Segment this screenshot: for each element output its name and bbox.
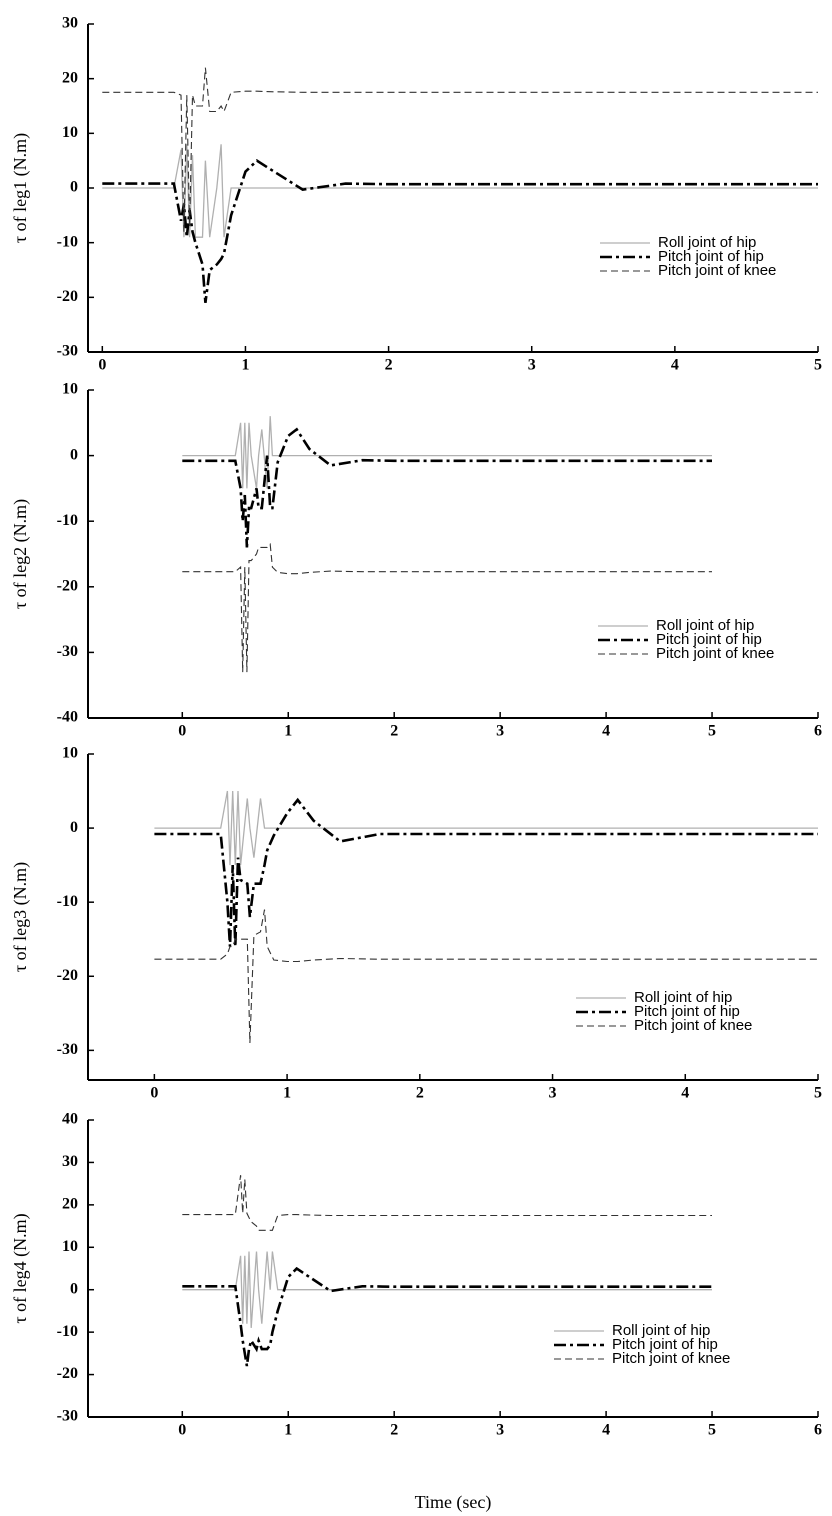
- x-tick-label: 0: [150, 1085, 158, 1102]
- y-tick-label: 20: [62, 1196, 78, 1213]
- series-line: [182, 416, 712, 489]
- y-tick-label: 0: [70, 179, 78, 196]
- x-tick-label: 3: [496, 1422, 504, 1439]
- x-tick-label: 6: [814, 723, 822, 740]
- y-tick-label: 10: [62, 745, 78, 762]
- y-tick-label: -20: [57, 577, 78, 594]
- legend-label: Roll joint of hip: [612, 1322, 710, 1339]
- x-tick-label: 2: [390, 1422, 398, 1439]
- y-tick-label: -20: [57, 1365, 78, 1382]
- y-tick-label: -10: [57, 1323, 78, 1340]
- x-tick-label: 0: [178, 1422, 186, 1439]
- x-tick-label: 3: [496, 723, 504, 740]
- x-tick-label: 6: [814, 1422, 822, 1439]
- series-line: [154, 797, 818, 947]
- y-tick-label: 0: [70, 446, 78, 463]
- legend-label: Pitch joint of hip: [656, 631, 762, 648]
- x-tick-label: 5: [708, 1422, 716, 1439]
- y-tick-label: -30: [57, 1041, 78, 1058]
- x-tick-label: 2: [416, 1085, 424, 1102]
- y-axis-label: τ of leg1 (N.m): [10, 133, 31, 243]
- y-tick-label: 0: [70, 819, 78, 836]
- legend-label: Pitch joint of knee: [634, 1017, 752, 1034]
- x-tick-label: 4: [602, 1422, 610, 1439]
- y-tick-label: 30: [62, 15, 78, 32]
- x-tick-label: 4: [602, 723, 610, 740]
- legend-label: Pitch joint of hip: [634, 1003, 740, 1020]
- series-line: [182, 1175, 712, 1231]
- legend-label: Pitch joint of knee: [612, 1350, 730, 1367]
- x-tick-label: 0: [98, 357, 106, 374]
- series-line: [182, 1251, 712, 1328]
- legend-label: Pitch joint of hip: [612, 1336, 718, 1353]
- y-tick-label: -30: [57, 1408, 78, 1425]
- legend-label: Roll joint of hip: [634, 989, 732, 1006]
- y-tick-label: 30: [62, 1153, 78, 1170]
- y-tick-label: 10: [62, 1238, 78, 1255]
- legend-label: Roll joint of hip: [658, 234, 756, 251]
- x-axis-label: Time (sec): [415, 1492, 492, 1513]
- y-tick-label: 10: [62, 381, 78, 398]
- series-line: [154, 909, 818, 1044]
- x-tick-label: 5: [708, 723, 716, 740]
- y-tick-label: -10: [57, 233, 78, 250]
- legend-label: Roll joint of hip: [656, 617, 754, 634]
- y-tick-label: -10: [57, 893, 78, 910]
- y-axis-label: τ of leg2 (N.m): [10, 499, 31, 609]
- series-line: [102, 144, 818, 238]
- x-tick-label: 1: [241, 357, 249, 374]
- y-tick-label: -30: [57, 643, 78, 660]
- legend-label: Pitch joint of knee: [658, 262, 776, 279]
- x-tick-label: 2: [390, 723, 398, 740]
- series-line: [182, 542, 712, 673]
- x-tick-label: 4: [671, 357, 679, 374]
- y-tick-label: 20: [62, 69, 78, 86]
- y-tick-label: -10: [57, 512, 78, 529]
- y-tick-label: -20: [57, 288, 78, 305]
- legend-label: Pitch joint of knee: [656, 645, 774, 662]
- x-tick-label: 5: [814, 357, 822, 374]
- y-tick-label: 40: [62, 1111, 78, 1128]
- x-tick-label: 3: [528, 357, 536, 374]
- y-axis-label: τ of leg3 (N.m): [10, 862, 31, 972]
- x-tick-label: 4: [681, 1085, 689, 1102]
- y-tick-label: -20: [57, 967, 78, 984]
- x-tick-label: 1: [284, 1422, 292, 1439]
- x-tick-label: 0: [178, 723, 186, 740]
- series-line: [182, 427, 712, 548]
- x-tick-label: 1: [284, 723, 292, 740]
- y-tick-label: 0: [70, 1280, 78, 1297]
- x-tick-label: 1: [283, 1085, 291, 1102]
- y-axis-label: τ of leg4 (N.m): [10, 1213, 31, 1323]
- y-tick-label: -30: [57, 343, 78, 360]
- series-line: [102, 159, 818, 303]
- series-line: [182, 1266, 712, 1367]
- legend-label: Pitch joint of hip: [658, 248, 764, 265]
- series-line: [154, 790, 818, 866]
- x-tick-label: 3: [549, 1085, 557, 1102]
- x-tick-label: 2: [385, 357, 393, 374]
- series-line: [102, 67, 818, 232]
- y-tick-label: -40: [57, 709, 78, 726]
- x-tick-label: 5: [814, 1085, 822, 1102]
- y-tick-label: 10: [62, 124, 78, 141]
